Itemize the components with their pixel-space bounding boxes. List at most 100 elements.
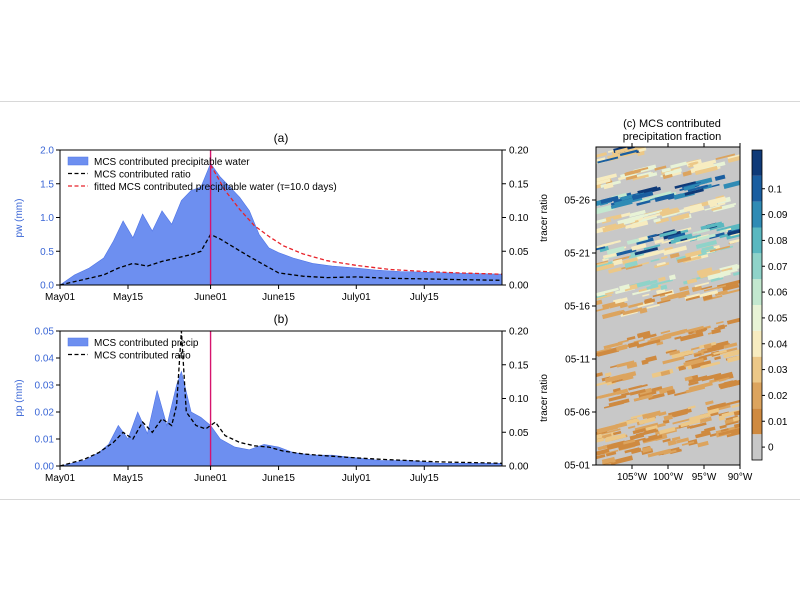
colorbar-tick-label: 0.1 xyxy=(768,184,782,195)
heatmap-cell xyxy=(650,258,660,263)
heatmap-cell xyxy=(641,216,658,222)
panel-b-label: (b) xyxy=(274,312,289,326)
panel-a-y2label: tracer ratio xyxy=(539,194,550,242)
colorbar-tick-label: 0.08 xyxy=(768,236,788,247)
colorbar-frame xyxy=(751,149,763,461)
heatmap-cell xyxy=(662,438,671,443)
heatmap-cell xyxy=(723,178,740,189)
heatmap-cell xyxy=(665,349,677,354)
heatmap-cell xyxy=(614,297,628,304)
heatmap-cell xyxy=(626,361,638,369)
heatmap-cell xyxy=(628,209,646,218)
heatmap-cell xyxy=(704,205,721,211)
heatmap-cell xyxy=(658,276,666,282)
heatmap-cell xyxy=(683,357,705,367)
heatmap-cell xyxy=(606,441,624,451)
heatmap-cell xyxy=(709,202,718,208)
heatmap-cell xyxy=(632,288,651,296)
heatmap-cell xyxy=(603,402,624,409)
heatmap-cell xyxy=(643,212,666,220)
panel-b-legend-entry: MCS contributed ratio xyxy=(94,351,191,362)
heatmap-cell xyxy=(608,394,627,402)
colorbar-tick-label: 0 xyxy=(768,443,774,454)
heatmap-cell xyxy=(596,454,606,461)
heatmap-cell xyxy=(617,440,641,451)
heatmap-cell xyxy=(703,343,712,350)
heatmap-cell xyxy=(696,233,716,241)
colorbar: 0 0.01 0.02 0.03 0.04 0.05 0.06 0.07 0.08 0.09 0.1 xyxy=(751,149,788,461)
heatmap-cell xyxy=(617,176,626,181)
heatmap-cell xyxy=(718,378,727,382)
panel-a-ytick-label: 1.0 xyxy=(40,213,54,224)
heatmap-cell xyxy=(651,386,663,392)
panel-c-xtick-label: 105°W xyxy=(617,472,648,483)
colorbar-tick-label: 0.07 xyxy=(768,262,788,273)
heatmap-cell xyxy=(674,336,682,340)
heatmap-cell xyxy=(683,185,696,191)
heatmap-cell xyxy=(633,214,648,220)
heatmap-cell xyxy=(596,424,619,434)
colorbar-tick-label: 0.02 xyxy=(768,391,788,402)
heatmap-cell xyxy=(596,157,607,165)
heatmap-cell xyxy=(664,168,683,176)
panel-a-area-series xyxy=(60,162,502,285)
heatmap-cell xyxy=(707,196,727,206)
heatmap-cell xyxy=(630,447,642,455)
heatmap-cell xyxy=(656,341,664,346)
heatmap-cell xyxy=(645,355,658,363)
heatmap-cell xyxy=(636,237,654,245)
heatmap-cell xyxy=(646,249,666,257)
colorbar-tick-label: 0.09 xyxy=(768,210,788,221)
heatmap-cell xyxy=(603,182,614,190)
panel-a-y2tick-label: 0.05 xyxy=(509,247,529,258)
heatmap-cell xyxy=(721,288,740,296)
heatmap-cell xyxy=(733,422,740,429)
heatmap-cell xyxy=(615,421,628,429)
heatmap-cell xyxy=(671,436,681,442)
heatmap-cell xyxy=(726,354,740,363)
heatmap-cell xyxy=(636,339,661,348)
panel-a-legend-entry: fitted MCS contributed precipitable wate… xyxy=(94,182,337,193)
heatmap-cell xyxy=(711,206,723,212)
heatmap-cell xyxy=(719,424,727,429)
heatmap-cell xyxy=(698,353,714,359)
heatmap-cell xyxy=(697,440,709,448)
heatmap-cell xyxy=(628,302,644,309)
heatmap-cell xyxy=(684,188,704,196)
heatmap-cell xyxy=(653,218,661,223)
panel-b-ytick-label: 0.02 xyxy=(35,408,55,419)
panel-a-ytick-label: 2.0 xyxy=(40,146,54,157)
colorbar-tick-label: 0.04 xyxy=(768,339,788,350)
heatmap-cell xyxy=(720,428,729,432)
colorbar-segment xyxy=(752,305,762,331)
heatmap-cell xyxy=(685,325,705,333)
panel-b-ytick-label: 0.01 xyxy=(35,435,55,446)
heatmap-cell xyxy=(596,347,612,355)
heatmap-cell xyxy=(647,392,665,401)
colorbar-segment xyxy=(752,150,762,176)
heatmap-cell xyxy=(622,307,643,316)
heatmap-cell xyxy=(597,156,619,164)
heatmap-cell xyxy=(695,239,718,249)
heatmap-cell xyxy=(621,373,634,381)
panel-c-ytick-label: 05-21 xyxy=(564,249,590,260)
heatmap-cell xyxy=(701,372,722,382)
panel-a-line-series-2 xyxy=(210,164,502,275)
heatmap-cell xyxy=(604,372,612,377)
heatmap-cell xyxy=(662,230,682,240)
heatmap-cell xyxy=(726,230,740,240)
heatmap-cell xyxy=(596,218,607,226)
colorbar-segment xyxy=(752,201,762,228)
heatmap-cell xyxy=(627,425,636,430)
heatmap-cell xyxy=(625,264,643,270)
heatmap-cell xyxy=(627,341,640,349)
colorbar-segment xyxy=(752,227,762,254)
heatmap-cell xyxy=(637,330,651,339)
heatmap-cell xyxy=(612,259,622,264)
heatmap-cell xyxy=(608,267,622,274)
heatmap-cell xyxy=(702,294,713,301)
heatmap-cell xyxy=(696,291,714,299)
heatmap-cell xyxy=(642,333,657,340)
